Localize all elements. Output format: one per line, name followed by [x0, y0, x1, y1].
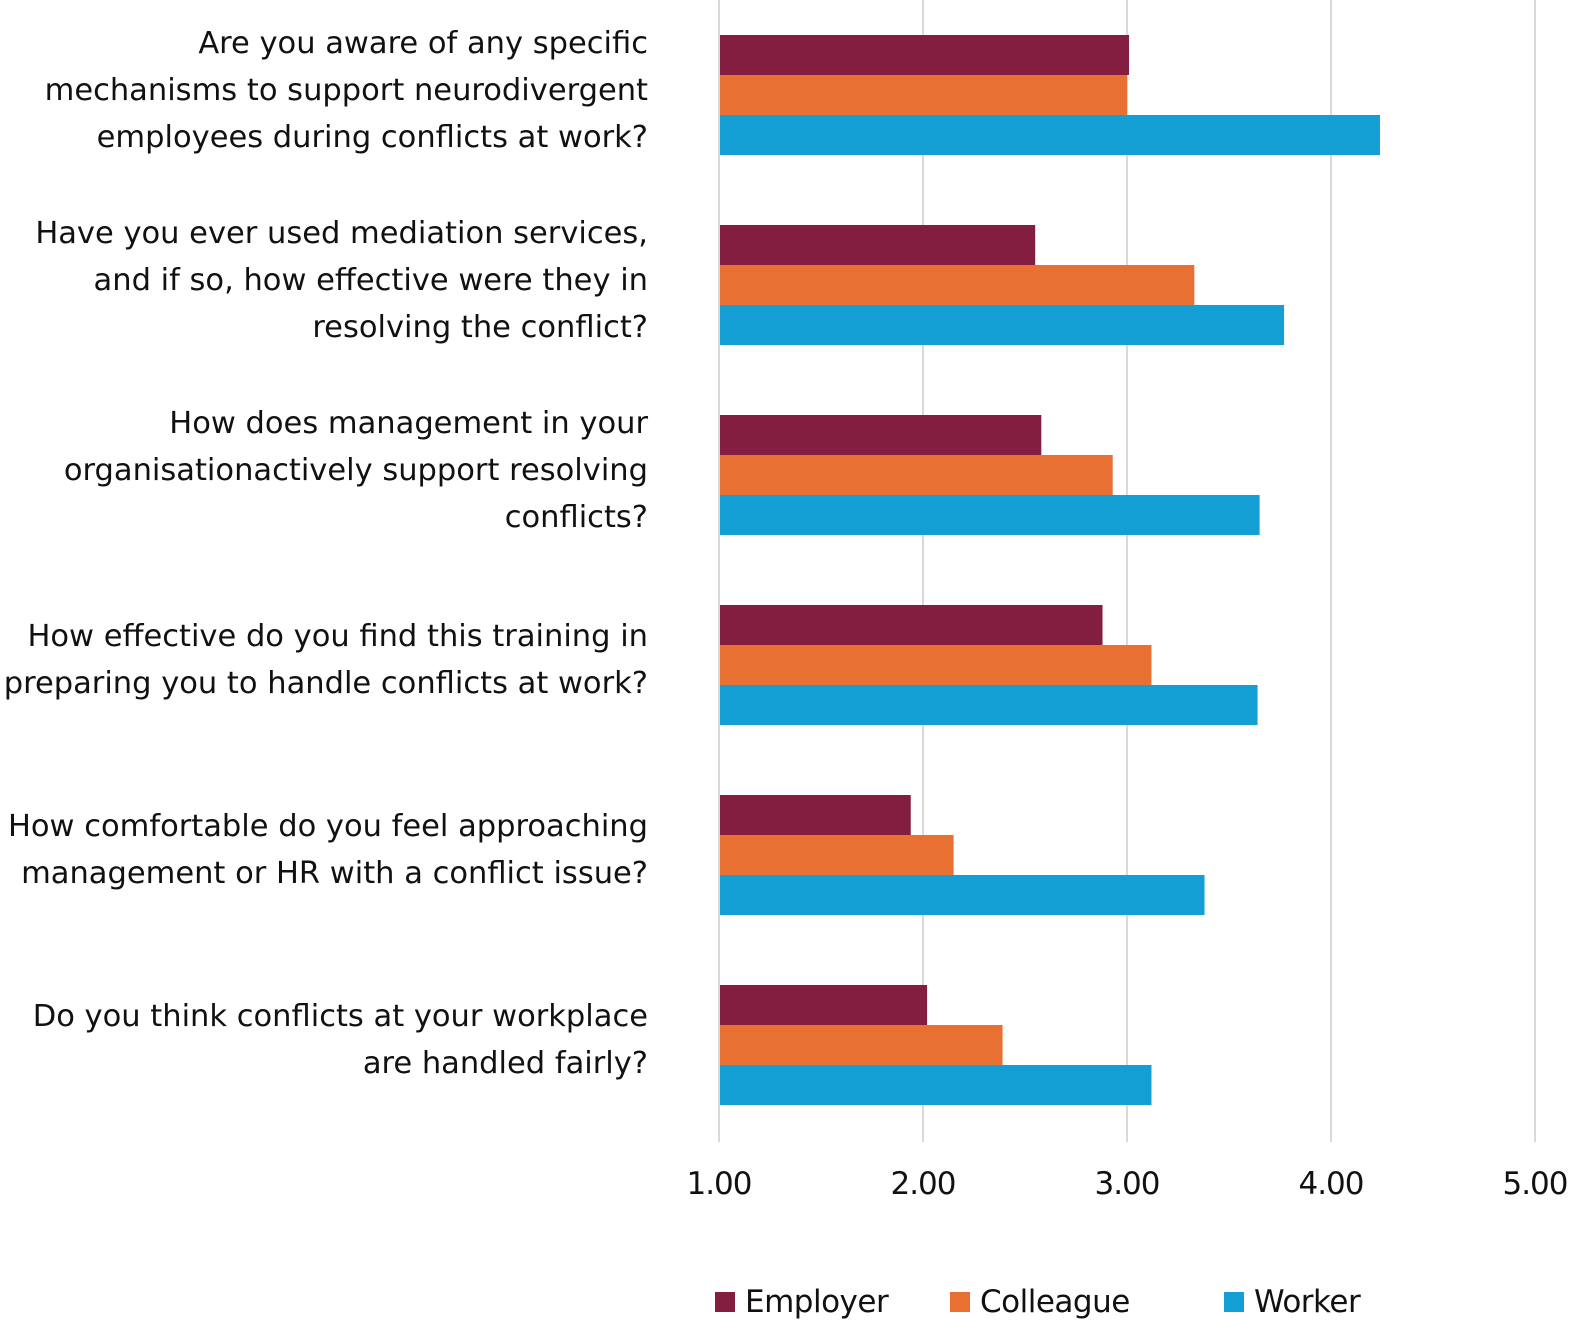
legend-label: Employer [745, 1284, 889, 1320]
x-tick-label: 2.00 [890, 1166, 956, 1202]
bar-employer [719, 795, 911, 835]
category-label: How does management in your organisation… [0, 395, 648, 545]
bar-colleague [719, 835, 954, 875]
bar-employer [719, 225, 1036, 265]
category-label: Do you think conflicts at your workplace… [0, 965, 648, 1115]
bar-worker [719, 495, 1260, 535]
legend-swatch [1224, 1292, 1244, 1312]
bar-colleague [719, 645, 1152, 685]
category-label-text: Have you ever used mediation services, a… [35, 215, 648, 345]
legend: Employer Colleague Worker [0, 1284, 1579, 1328]
category-label: How comfortable do you feel approaching … [0, 775, 648, 925]
bar-worker [719, 1065, 1152, 1105]
category-label-text: How does management in your organisation… [63, 405, 648, 535]
bar-employer [719, 605, 1103, 645]
legend-label: Colleague [980, 1284, 1130, 1320]
bar-colleague [719, 265, 1195, 305]
x-tick-label: 4.00 [1298, 1166, 1364, 1202]
bar-worker [719, 685, 1258, 725]
legend-label: Worker [1254, 1284, 1361, 1320]
category-label: Are you aware of any specific mechanisms… [0, 15, 648, 165]
legend-swatch [715, 1292, 735, 1312]
x-tick-label: 3.00 [1094, 1166, 1160, 1202]
legend-item-worker: Worker [1224, 1284, 1361, 1320]
bar-worker [719, 305, 1285, 345]
category-label: How effective do you find this training … [0, 585, 648, 735]
bar-employer [719, 415, 1042, 455]
bar-worker [719, 115, 1380, 155]
bar-employer [719, 985, 928, 1025]
category-label-text: How comfortable do you feel approaching … [7, 809, 648, 891]
category-label-text: Do you think conflicts at your workplace… [32, 999, 648, 1081]
bar-colleague [719, 455, 1113, 495]
legend-swatch [950, 1292, 970, 1312]
bar-worker [719, 875, 1205, 915]
legend-item-colleague: Colleague [950, 1284, 1130, 1320]
x-tick-label: 1.00 [686, 1166, 752, 1202]
bar-colleague [719, 1025, 1003, 1065]
legend-item-employer: Employer [715, 1284, 889, 1320]
bar-colleague [719, 75, 1127, 115]
category-label-text: Are you aware of any specific mechanisms… [44, 25, 648, 155]
x-tick-label: 5.00 [1502, 1166, 1568, 1202]
category-label: Have you ever used mediation services, a… [0, 205, 648, 355]
bar-employer [719, 35, 1130, 75]
category-label-text: How effective do you find this training … [3, 619, 648, 701]
